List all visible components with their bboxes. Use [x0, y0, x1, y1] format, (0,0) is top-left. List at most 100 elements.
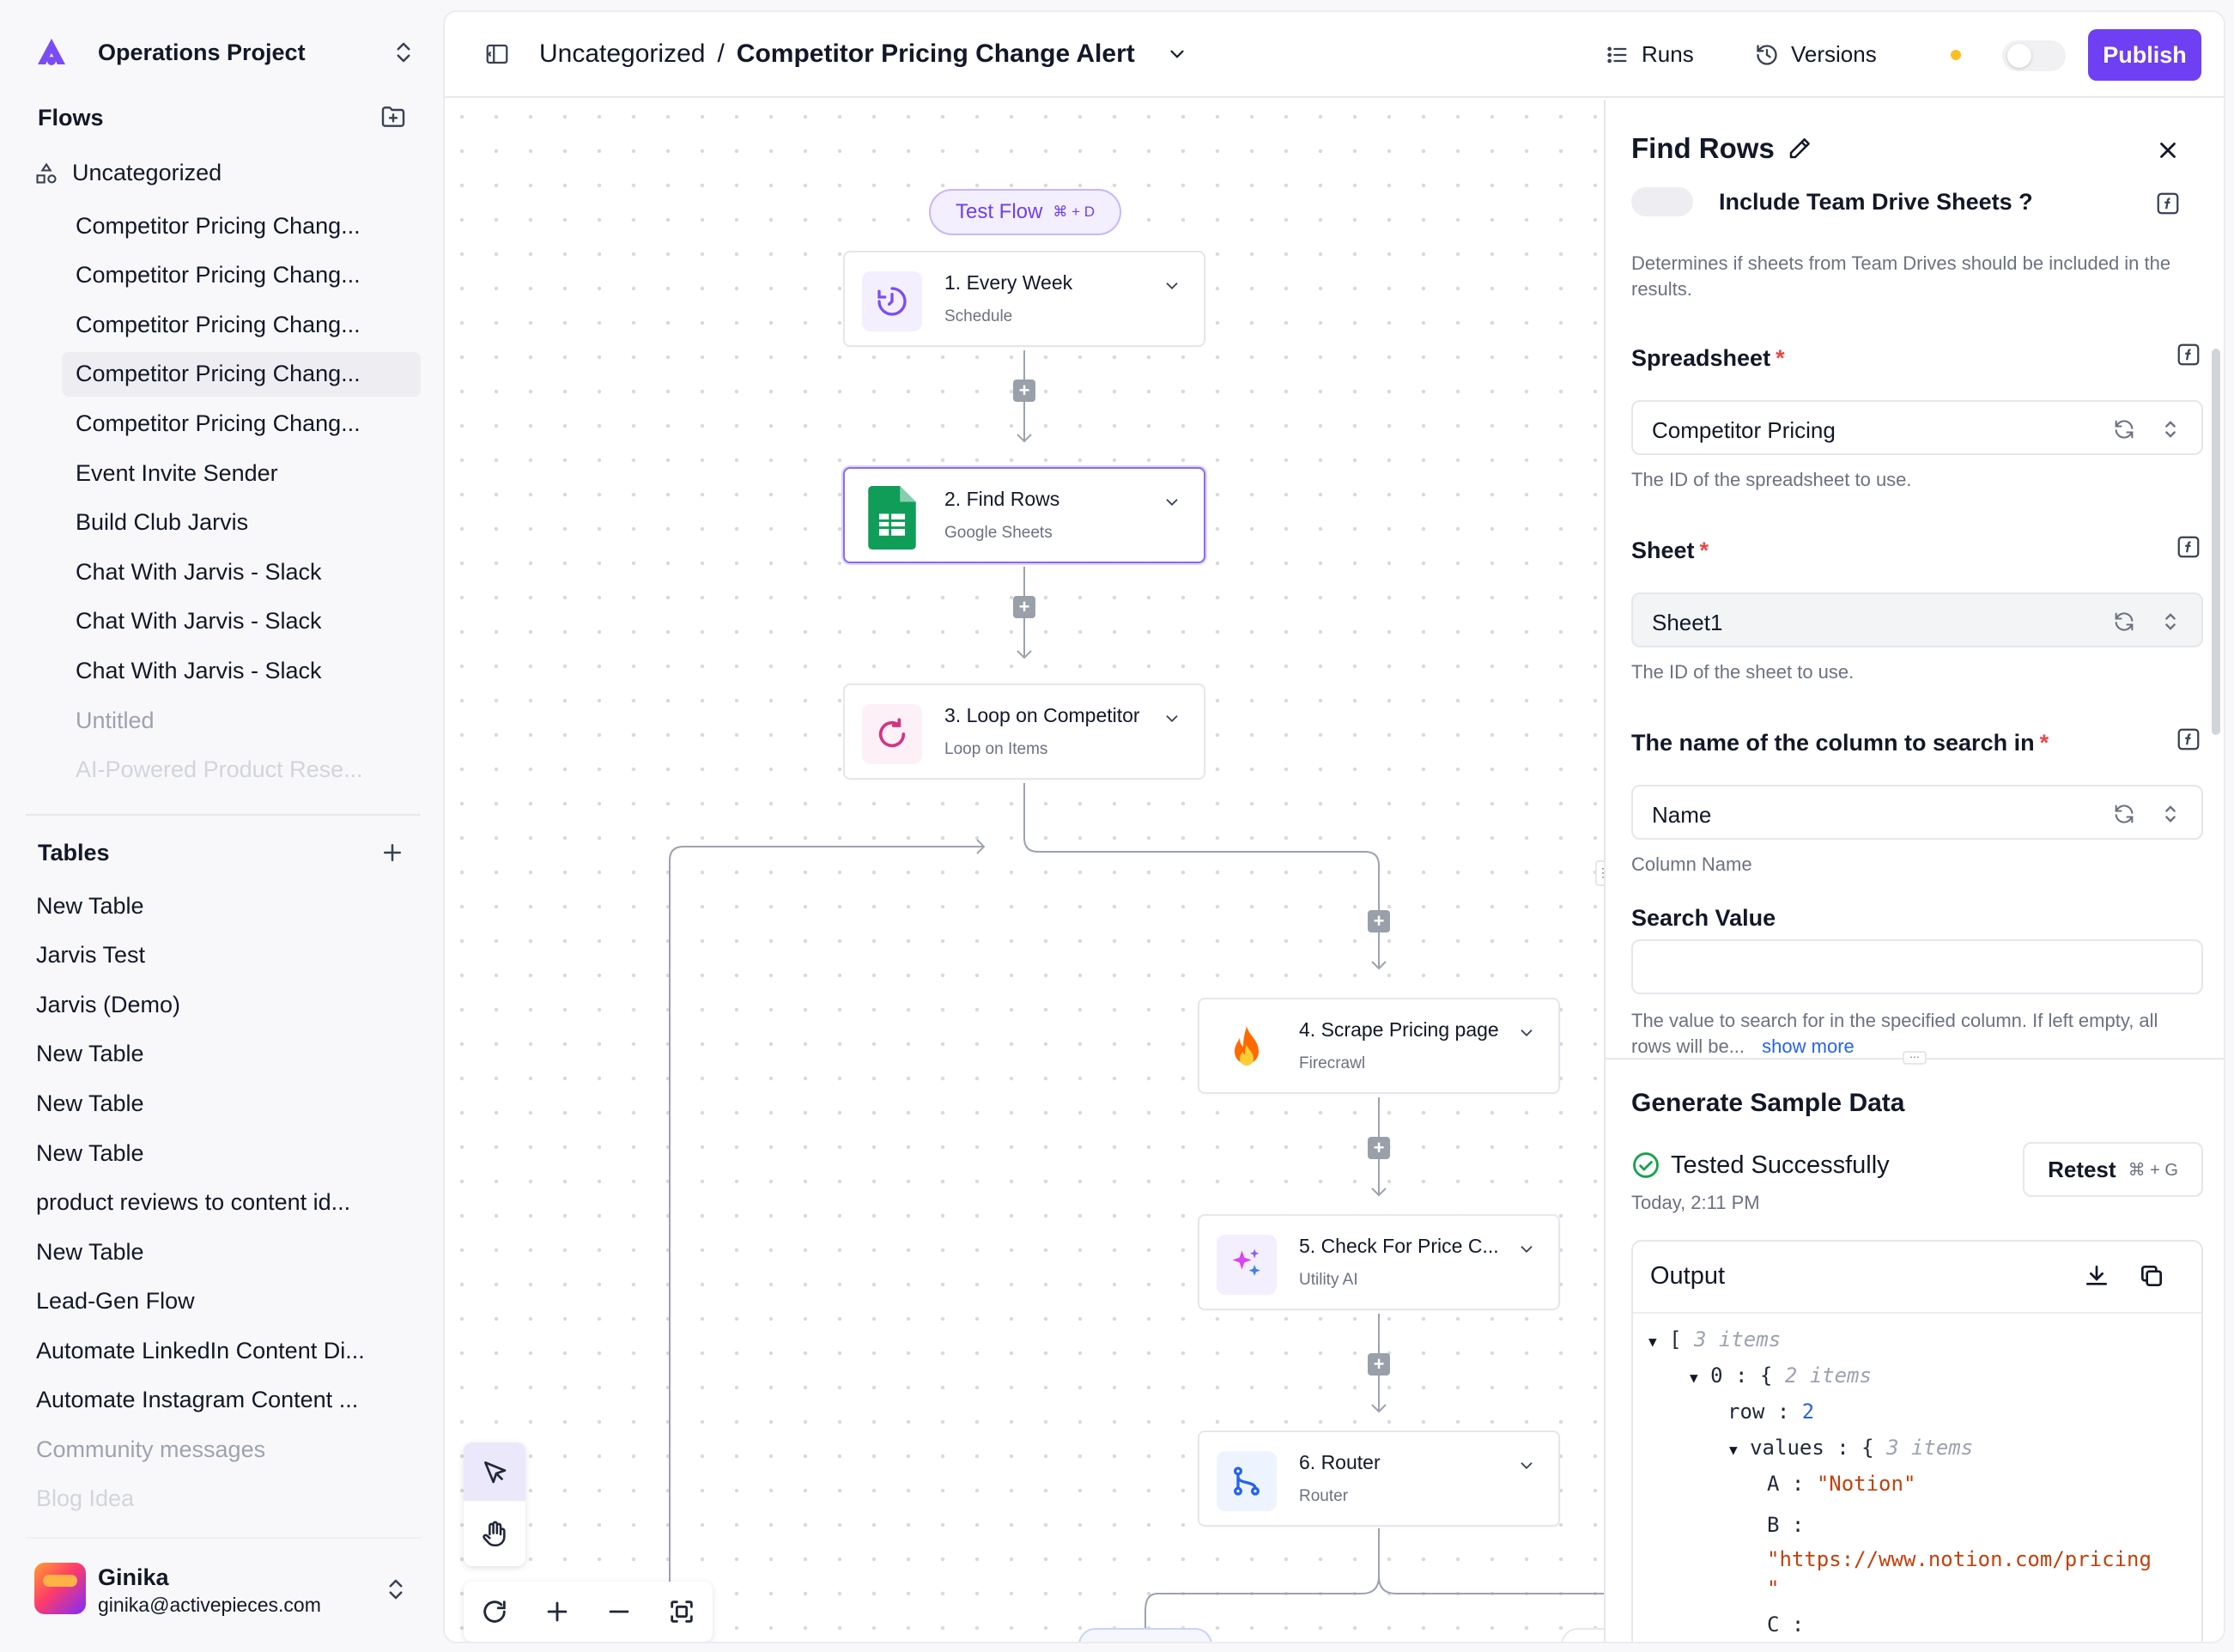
add-step-button[interactable]: +	[1013, 380, 1035, 402]
vertical-resize-handle[interactable]: ⋯	[1903, 1051, 1927, 1065]
flow-item[interactable]: Competitor Pricing Chang...	[76, 312, 361, 337]
flow-item[interactable]: AI-Powered Product Rese...	[76, 756, 363, 782]
table-item[interactable]: Blog Idea	[36, 1485, 135, 1511]
table-item[interactable]: New Table	[36, 893, 144, 919]
flow-item[interactable]: Chat With Jarvis - Slack	[76, 608, 322, 634]
table-item[interactable]: New Table	[36, 1140, 144, 1166]
user-email: ginika@activepieces.com	[98, 1594, 321, 1616]
zoom-out-icon[interactable]	[604, 1597, 634, 1626]
branch-label[interactable]	[1078, 1628, 1212, 1642]
chevron-down-icon[interactable]	[1517, 1240, 1536, 1259]
refresh-icon[interactable]	[2112, 417, 2136, 441]
dynamic-value-icon[interactable]	[2176, 534, 2201, 560]
chevron-down-icon[interactable]	[1166, 43, 1188, 65]
copy-icon[interactable]	[2138, 1262, 2165, 1290]
flow-item[interactable]: Build Club Jarvis	[76, 509, 249, 535]
flow-step-check-price[interactable]: 5. Check For Price C... Utility AI	[1198, 1214, 1560, 1310]
refresh-icon[interactable]	[2112, 610, 2136, 634]
enable-flow-toggle[interactable]	[2002, 40, 2066, 71]
fit-view-icon[interactable]	[667, 1597, 696, 1626]
add-step-button[interactable]: +	[1013, 596, 1035, 618]
runs-button[interactable]: Runs	[1606, 41, 1694, 68]
search-value-input[interactable]	[1631, 939, 2203, 994]
spreadsheet-select[interactable]: Competitor Pricing	[1631, 400, 2203, 455]
json-row-field: row : 2	[1727, 1400, 1815, 1424]
zoom-in-icon[interactable]	[543, 1597, 572, 1626]
pointer-icon	[484, 1461, 507, 1484]
json-values-field[interactable]: ▼ values : { 3 items	[1729, 1436, 1974, 1460]
toggle-sidebar-icon[interactable]	[484, 41, 510, 67]
table-item[interactable]: Lead-Gen Flow	[36, 1288, 195, 1314]
add-step-button[interactable]: +	[1368, 910, 1390, 932]
flow-item[interactable]: Competitor Pricing Chang...	[76, 262, 361, 288]
chevron-down-icon[interactable]	[1517, 1456, 1536, 1475]
flow-item[interactable]: Competitor Pricing Chang...	[76, 410, 361, 436]
retest-button[interactable]: Retest ⌘ + G	[2023, 1142, 2203, 1197]
flow-item[interactable]: Competitor Pricing Chang...	[76, 213, 361, 239]
new-folder-icon[interactable]	[379, 103, 407, 131]
table-item[interactable]: Jarvis Test	[36, 942, 146, 968]
column-label: The name of the column to search in *	[1631, 730, 2049, 756]
select-mode-button[interactable]	[464, 1442, 525, 1501]
flow-item[interactable]: Event Invite Sender	[76, 460, 278, 486]
table-item[interactable]: New Table	[36, 1239, 144, 1265]
add-table-icon[interactable]	[379, 840, 405, 865]
chevron-down-icon[interactable]	[1163, 709, 1181, 728]
pan-mode-button[interactable]	[464, 1504, 525, 1564]
close-icon[interactable]	[2155, 137, 2181, 163]
flow-name[interactable]: Competitor Pricing Change Alert	[736, 39, 1135, 68]
publish-button[interactable]: Publish	[2088, 29, 2201, 81]
test-flow-button[interactable]: Test Flow ⌘ + D	[929, 189, 1121, 235]
chevron-down-icon[interactable]	[1163, 493, 1181, 512]
table-item[interactable]: product reviews to content id...	[36, 1189, 351, 1215]
show-more-link[interactable]: show more	[1762, 1036, 1855, 1057]
required-mark: *	[1776, 345, 1785, 371]
flow-item[interactable]: Untitled	[76, 708, 155, 733]
scrollbar-thumb[interactable]	[2212, 349, 2220, 735]
column-select[interactable]: Name	[1631, 785, 2203, 840]
flow-canvas[interactable]: Test Flow ⌘ + D 1. Every Week Schedule +…	[445, 100, 1604, 1642]
flow-step-loop[interactable]: 3. Loop on Competitor Loop on Items	[843, 683, 1205, 780]
dynamic-value-icon[interactable]	[2155, 191, 2181, 216]
dynamic-value-icon[interactable]	[2176, 726, 2201, 752]
versions-button[interactable]: Versions	[1755, 41, 1877, 68]
chevron-up-down-icon[interactable]	[383, 1576, 409, 1602]
json-c-field: C :	[1767, 1613, 1805, 1637]
table-item[interactable]: Jarvis (Demo)	[36, 992, 181, 1017]
edit-pencil-icon[interactable]	[1787, 136, 1812, 161]
project-switcher[interactable]: Operations Project	[34, 34, 416, 70]
flow-step-trigger[interactable]: 1. Every Week Schedule	[843, 251, 1205, 347]
download-icon[interactable]	[2083, 1262, 2110, 1290]
json-item-0[interactable]: ▼ 0 : { 2 items	[1690, 1364, 1872, 1388]
selected-flow-highlight	[62, 352, 421, 397]
add-step-button[interactable]: +	[1368, 1353, 1390, 1376]
chevron-down-icon[interactable]	[1163, 276, 1181, 295]
folder-uncategorized[interactable]: Uncategorized	[34, 160, 222, 186]
refresh-icon[interactable]	[2112, 802, 2136, 826]
flow-item[interactable]: Chat With Jarvis - Slack	[76, 658, 322, 683]
table-item[interactable]: New Table	[36, 1090, 144, 1116]
table-item[interactable]: New Table	[36, 1041, 144, 1066]
flow-item[interactable]: Chat With Jarvis - Slack	[76, 559, 322, 585]
required-mark: *	[2039, 730, 2049, 756]
breadcrumb-folder[interactable]: Uncategorized	[539, 39, 706, 68]
table-item[interactable]: Automate Instagram Content ...	[36, 1387, 359, 1412]
flow-item-selected[interactable]: Competitor Pricing Chang...	[76, 361, 361, 386]
add-step-button[interactable]: +	[1368, 1137, 1390, 1159]
reset-view-icon[interactable]	[480, 1597, 509, 1626]
team-drive-toggle[interactable]	[1631, 187, 1693, 216]
flow-step-router[interactable]: 6. Router Router	[1198, 1430, 1560, 1527]
chevron-up-down-icon[interactable]	[391, 39, 416, 65]
flow-step-scrape[interactable]: 4. Scrape Pricing page Firecrawl	[1198, 998, 1560, 1094]
flow-step-find-rows[interactable]: 2. Find Rows Google Sheets	[843, 467, 1205, 563]
json-root[interactable]: ▼ [ 3 items	[1648, 1327, 1782, 1351]
table-item[interactable]: Automate LinkedIn Content Di...	[36, 1338, 365, 1364]
json-b-value: "https://www.notion.com/pricing	[1767, 1547, 2152, 1571]
sheet-select[interactable]: Sheet1	[1631, 592, 2203, 647]
google-sheets-icon	[862, 486, 922, 550]
retest-shortcut: ⌘ + G	[2128, 1160, 2178, 1180]
dynamic-value-icon[interactable]	[2176, 342, 2201, 367]
avatar[interactable]	[34, 1563, 86, 1614]
chevron-down-icon[interactable]	[1517, 1023, 1536, 1042]
table-item[interactable]: Community messages	[36, 1436, 266, 1462]
